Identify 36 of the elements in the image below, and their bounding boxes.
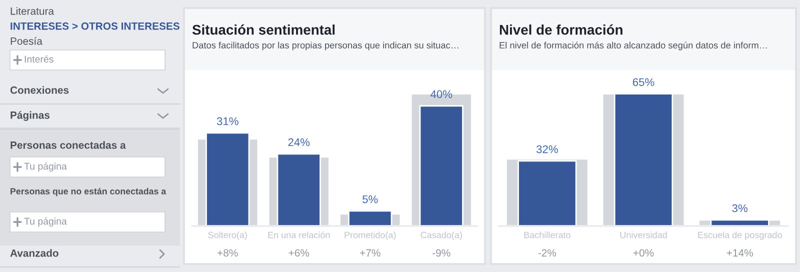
text: Personas que no están conectadas a — [10, 188, 166, 196]
x-tick-label: Universidad — [620, 232, 667, 238]
chart-subtitle: El nivel de formación más alto alcanzado según datos de inform… — [500, 42, 767, 50]
text: -2% — [538, 249, 556, 257]
text: Poesía — [10, 37, 42, 45]
x-tick-label: Escuela de posgrado — [698, 232, 782, 240]
text: Literatura — [10, 7, 54, 15]
data-label: 24% — [288, 138, 310, 146]
data-label: 5% — [362, 195, 378, 204]
data-label: 3% — [732, 204, 748, 212]
data-label: 32% — [536, 145, 558, 154]
x-tick-label: Casado(a) — [420, 232, 462, 240]
text: +14% — [726, 249, 753, 257]
text: Páginas — [10, 111, 50, 121]
x-tick-label: En una relación — [268, 231, 330, 238]
text: INTERESES > OTROS INTERESES — [10, 22, 180, 30]
chart-subtitle: Datos facilitados por las propias personas que indican su situac… — [192, 42, 458, 50]
data-label: 65% — [632, 78, 654, 86]
text: Tu página — [24, 217, 67, 227]
chart-title: Situación sentimental — [192, 24, 335, 35]
data-label: 40% — [430, 90, 452, 98]
text: Conexiones — [10, 86, 69, 94]
x-tick-label: Soltero(a) — [208, 232, 247, 240]
text: +8% — [218, 249, 238, 257]
text: +7% — [360, 249, 380, 257]
text: -9% — [432, 249, 450, 257]
x-tick-label: Prometido(a) — [344, 232, 396, 240]
text: +6% — [288, 249, 310, 257]
chart-title: Nivel de formación — [500, 24, 622, 35]
x-tick-label: Bachillerato — [524, 232, 570, 238]
text: Interés — [24, 55, 54, 63]
text: Tu página — [24, 162, 67, 172]
text: +0% — [633, 249, 654, 257]
text: Avanzado — [10, 249, 58, 257]
data-label: 31% — [216, 117, 238, 126]
text: Personas conectadas a — [10, 141, 126, 149]
